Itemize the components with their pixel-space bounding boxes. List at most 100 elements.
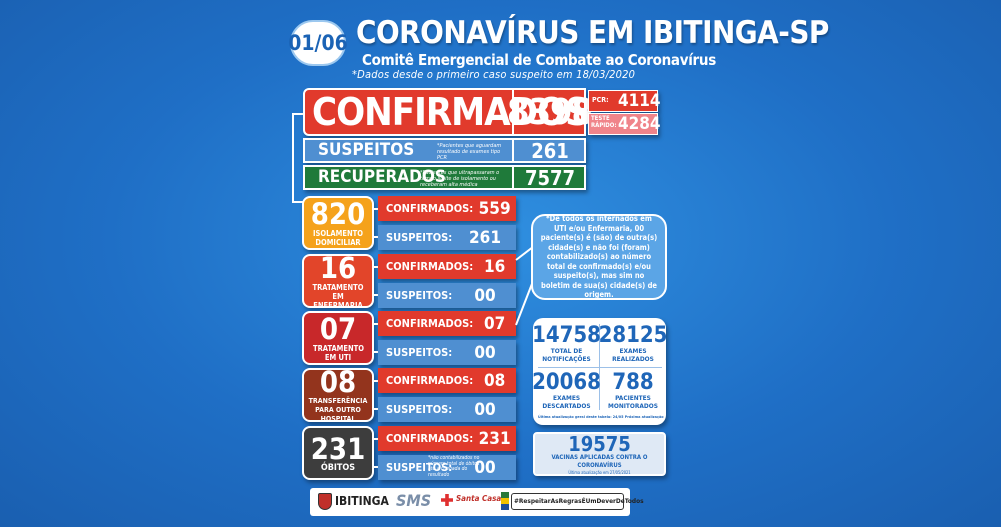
card-uti-confirmados: CONFIRMADOS: 07 bbox=[378, 311, 516, 336]
card-obitos-suspeitos-value: 00 bbox=[474, 457, 496, 478]
stat-exames-descartados-label: EXAMES DESCARTADOS bbox=[542, 394, 591, 410]
card-transferencia-number: 08 bbox=[319, 364, 357, 399]
top-rows-bracket bbox=[292, 113, 306, 203]
card-obitos-confirmados: CONFIRMADOS: 231 bbox=[378, 426, 516, 451]
group-obitos: 231 ÓBITOS CONFIRMADOS: 231 SUSPEITOS: 0… bbox=[302, 426, 516, 480]
page-subtitle: Comitê Emergencial de Combate ao Coronav… bbox=[362, 51, 716, 69]
card-uti: 07 TRATAMENTO EM UTI bbox=[302, 311, 374, 365]
group-transferencia: 08 TRANSFERÊNCIA PARA OUTRO HOSPITAL CON… bbox=[302, 364, 516, 423]
recuperados-divider bbox=[512, 167, 514, 188]
rapido-label: TESTE RÁPIDO: bbox=[591, 115, 617, 129]
stat-exames-descartados: 20068 EXAMES DESCARTADOS bbox=[532, 370, 601, 411]
card-uti-number: 07 bbox=[319, 312, 357, 346]
card-enfermaria-number: 16 bbox=[319, 250, 357, 285]
card-enfermaria-suspeitos-value: 00 bbox=[474, 285, 496, 306]
stat-monitorados-value: 788 bbox=[612, 370, 654, 395]
data-note: *Dados desde o primeiro caso suspeito em… bbox=[352, 68, 636, 81]
card-transferencia-label: TRANSFERÊNCIA PARA OUTRO HOSPITAL bbox=[308, 396, 368, 423]
pcr-box bbox=[588, 90, 658, 112]
pcr-label: PCR: bbox=[592, 96, 609, 104]
stats-update-note: Última atualização geral deste tabela: 2… bbox=[538, 414, 664, 419]
card-isolamento: 820 ISOLAMENTO DOMICILIAR bbox=[302, 196, 374, 250]
date-badge: 01/06 bbox=[288, 20, 348, 66]
confirmados-label: CONFIRMADOS bbox=[312, 90, 590, 134]
suspeitos-note: *Pacientes que aguardam resultado de exa… bbox=[437, 143, 502, 161]
group-enfermaria: 16 TRATAMENTO EM ENFERMARIA CONFIRMADOS:… bbox=[302, 250, 516, 310]
card-obitos-number: 231 bbox=[310, 431, 366, 466]
card-obitos: 231 ÓBITOS bbox=[302, 426, 374, 480]
card-transferencia-bracket bbox=[372, 380, 378, 410]
stat-monitorados: 788 PACIENTES MONITORADOS bbox=[600, 370, 666, 411]
card-obitos-suspeitos: SUSPEITOS: 00 bbox=[378, 455, 516, 480]
card-enfermaria-suspeitos: SUSPEITOS: 00 bbox=[378, 283, 516, 308]
card-transferencia-suspeitos-value: 00 bbox=[474, 399, 496, 420]
card-isolamento-confirmados-value: 559 bbox=[478, 198, 511, 219]
stat-exames-descartados-value: 20068 bbox=[532, 370, 601, 395]
card-uti-bracket bbox=[372, 323, 378, 353]
confirmados-row bbox=[303, 88, 586, 136]
stat-notificacoes-value: 14758 bbox=[532, 323, 601, 348]
footer-bar bbox=[310, 488, 630, 516]
recuperados-value: 7577 bbox=[524, 165, 576, 190]
stat-monitorados-label: PACIENTES MONITORADOS bbox=[608, 394, 658, 410]
card-transferencia-confirmados-label: CONFIRMADOS: bbox=[386, 374, 474, 387]
card-uti-confirmados-label: CONFIRMADOS: bbox=[386, 317, 474, 330]
suspeitos-value: 261 bbox=[531, 138, 569, 163]
hashtag-flag-icon bbox=[501, 492, 509, 510]
suspeitos-row bbox=[303, 138, 586, 163]
recuperados-label: RECUPERADOS bbox=[318, 167, 446, 187]
suspeitos-divider bbox=[512, 140, 514, 161]
card-obitos-label: ÓBITOS bbox=[320, 462, 356, 473]
card-transferencia: 08 TRANSFERÊNCIA PARA OUTRO HOSPITAL bbox=[302, 364, 374, 423]
confirmados-divider bbox=[512, 90, 514, 134]
card-enfermaria-confirmados-label: CONFIRMADOS: bbox=[386, 260, 474, 273]
rapido-box bbox=[588, 113, 658, 135]
vacinas-label: VACINAS APLICADAS CONTRA O CORONAVÍRUS bbox=[551, 453, 648, 469]
card-isolamento-confirmados: CONFIRMADOS: 559 bbox=[378, 196, 516, 221]
stats-divider-h bbox=[538, 367, 662, 368]
card-uti-suspeitos-label: SUSPEITOS: bbox=[386, 346, 453, 359]
pcr-value: 4114 bbox=[618, 91, 661, 111]
stat-notificacoes-label: TOTAL DE NOTIFICAÇÕES bbox=[542, 347, 591, 363]
card-isolamento-suspeitos-value: 261 bbox=[469, 227, 501, 248]
card-enfermaria-confirmados-value: 16 bbox=[483, 256, 506, 277]
stat-notificacoes: 14758 TOTAL DE NOTIFICAÇÕES bbox=[532, 323, 601, 364]
vacinas-note: Última atualização em 27/05/2021 bbox=[568, 469, 631, 475]
hashtag-box bbox=[511, 493, 624, 510]
santa-casa-logo-text: Santa Casa bbox=[456, 494, 502, 503]
card-obitos-confirmados-value: 231 bbox=[478, 428, 511, 449]
card-isolamento-number: 820 bbox=[310, 197, 366, 231]
card-isolamento-suspeitos: SUSPEITOS: 261 bbox=[378, 225, 516, 250]
card-uti-label: TRATAMENTO EM UTI bbox=[313, 344, 364, 362]
vacinas-panel: 19575 VACINAS APLICADAS CONTRA O CORONAV… bbox=[533, 432, 666, 476]
ibitinga-crest-icon bbox=[318, 493, 332, 510]
info-bubble-text: *De todos os internados em UTI e/ou Enfe… bbox=[540, 214, 658, 300]
hashtag-text: #RespeitarAsRegrasÉUmDeverDeTodos bbox=[514, 497, 644, 505]
card-transferencia-suspeitos-label: SUSPEITOS: bbox=[386, 403, 453, 416]
card-isolamento-confirmados-label: CONFIRMADOS: bbox=[386, 202, 474, 215]
card-enfermaria-confirmados: CONFIRMADOS: 16 bbox=[378, 254, 516, 279]
page-title: CORONAVÍRUS EM IBITINGA-SP bbox=[356, 15, 829, 51]
rapido-value: 4284 bbox=[618, 114, 661, 134]
card-uti-suspeitos: SUSPEITOS: 00 bbox=[378, 340, 516, 365]
card-isolamento-suspeitos-label: SUSPEITOS: bbox=[386, 231, 453, 244]
card-obitos-suspeitos-note: *não contabilizados no número total de ó… bbox=[428, 455, 480, 478]
card-obitos-confirmados-label: CONFIRMADOS: bbox=[386, 432, 474, 445]
recuperados-row bbox=[303, 165, 586, 190]
ibitinga-logo-text: IBITINGA bbox=[335, 494, 389, 508]
card-obitos-bracket bbox=[372, 438, 378, 468]
card-enfermaria: 16 TRATAMENTO EM ENFERMARIA bbox=[302, 250, 374, 310]
group-isolamento: 820 ISOLAMENTO DOMICILIAR CONFIRMADOS: 5… bbox=[302, 196, 516, 250]
card-enfermaria-suspeitos-label: SUSPEITOS: bbox=[386, 289, 453, 302]
card-uti-confirmados-value: 07 bbox=[483, 313, 506, 334]
confirmados-value: 8398 bbox=[506, 91, 594, 133]
card-transferencia-suspeitos: SUSPEITOS: 00 bbox=[378, 397, 516, 422]
card-isolamento-label: ISOLAMENTO DOMICILIAR bbox=[313, 229, 363, 247]
vacinas-value: 19575 bbox=[568, 431, 631, 456]
sms-logo-text: SMS bbox=[396, 491, 432, 510]
card-transferencia-confirmados-value: 08 bbox=[483, 370, 506, 391]
card-transferencia-confirmados: CONFIRMADOS: 08 bbox=[378, 368, 516, 393]
stat-exames-realizados-value: 28125 bbox=[598, 323, 668, 348]
card-enfermaria-bracket bbox=[372, 266, 378, 296]
recuperados-note: *Pacientes que ultrapassaram o tempo lim… bbox=[420, 170, 500, 188]
